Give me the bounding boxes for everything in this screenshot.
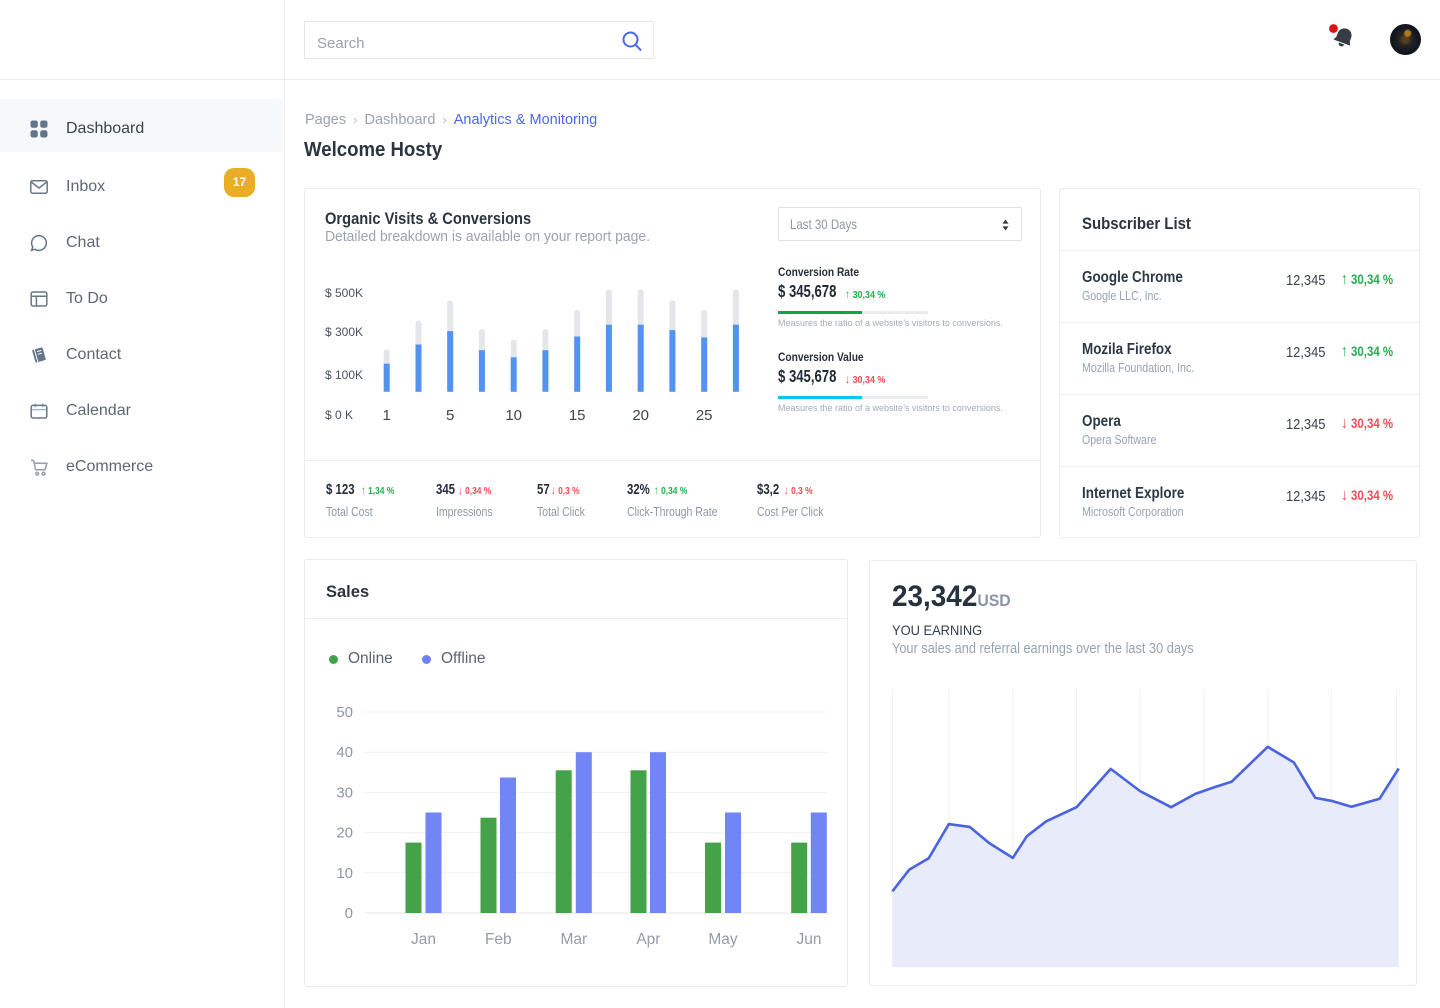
svg-text:Feb: Feb [485, 931, 512, 948]
svg-text:Jun: Jun [797, 931, 822, 948]
svg-text:40: 40 [336, 744, 353, 761]
svg-text:20: 20 [632, 407, 649, 424]
svg-text:$ 0 K: $ 0 K [325, 408, 353, 422]
svg-text:10: 10 [505, 407, 522, 424]
svg-text:Jan: Jan [411, 931, 436, 948]
svg-text:15: 15 [569, 407, 586, 424]
svg-text:50: 50 [336, 704, 353, 721]
svg-text:20: 20 [336, 825, 353, 842]
svg-text:30: 30 [336, 784, 353, 801]
svg-text:5: 5 [446, 407, 454, 424]
svg-text:$ 500K: $ 500K [325, 286, 363, 300]
svg-text:10: 10 [336, 865, 353, 882]
svg-text:$ 300K: $ 300K [325, 325, 363, 339]
svg-text:1: 1 [383, 407, 391, 424]
svg-text:$ 100K: $ 100K [325, 368, 363, 382]
svg-text:25: 25 [696, 407, 713, 424]
svg-text:0: 0 [345, 905, 353, 922]
svg-text:May: May [708, 931, 738, 948]
svg-text:Mar: Mar [560, 931, 587, 948]
svg-text:Apr: Apr [636, 931, 660, 948]
